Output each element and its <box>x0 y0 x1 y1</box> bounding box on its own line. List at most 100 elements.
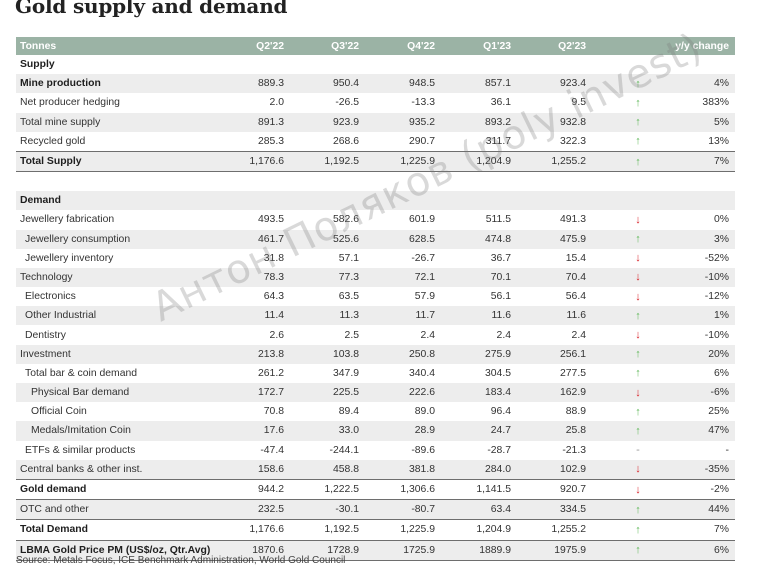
cell-value: 162.9 <box>559 387 586 399</box>
cell-value: 89.4 <box>338 406 359 418</box>
cell-change: -10% <box>704 271 729 283</box>
row-label: Technology <box>20 271 73 283</box>
row-label: OTC and other <box>20 504 89 516</box>
arrow-up-icon: ↑ <box>635 348 641 361</box>
cell-value: 582.6 <box>332 214 359 226</box>
section-demand: Demand <box>16 191 735 211</box>
cell-value: 275.9 <box>484 348 511 360</box>
cell-change: 1% <box>713 310 729 322</box>
cell-value: 290.7 <box>408 135 435 147</box>
cell-value: 2.5 <box>344 329 359 341</box>
cell-value: 2.4 <box>571 329 586 341</box>
cell-value: 1,306.6 <box>400 484 435 496</box>
cell-value: 183.4 <box>484 387 511 399</box>
cell-value: 172.7 <box>257 387 284 399</box>
cell-value: -26.5 <box>335 97 359 109</box>
cell-value: 56.1 <box>490 291 511 303</box>
table-header: Tonnes Q2'22 Q3'22 Q4'22 Q1'23 Q2'23 y/y… <box>16 37 735 55</box>
cell-value: 70.4 <box>565 271 586 283</box>
page-title: Gold supply and demand <box>15 0 288 18</box>
cell-value: 1,255.2 <box>551 524 586 536</box>
arrow-up-icon: ↑ <box>635 155 641 168</box>
cell-value: 1,192.5 <box>324 524 359 536</box>
cell-change: 20% <box>708 348 729 360</box>
cell-value: 944.2 <box>257 484 284 496</box>
table-row-medals-imitation-coin: Medals/Imitation Coin 17.6 33.0 28.9 24.… <box>16 421 735 441</box>
cell-value: 1,204.9 <box>476 156 511 168</box>
cell-value: 525.6 <box>332 233 359 245</box>
row-label: Total Supply <box>20 156 82 168</box>
arrow-down-icon: ↓ <box>635 271 641 284</box>
table-row-lbma-gold-price: LBMA Gold Price PM (US$/oz, Qtr.Avg) 187… <box>16 540 735 561</box>
arrow-down-icon: ↓ <box>635 213 641 226</box>
table-row-gold-demand: Gold demand 944.2 1,222.5 1,306.6 1,141.… <box>16 478 735 499</box>
table-row-recycled-gold: Recycled gold 285.3 268.6 290.7 311.7 32… <box>16 132 735 151</box>
table-row-total-bar-coin: Total bar & coin demand 261.2 347.9 340.… <box>16 364 735 383</box>
cell-value: 11.6 <box>566 310 586 322</box>
cell-value: 2.0 <box>269 97 284 109</box>
cell-value: 63.5 <box>338 291 359 303</box>
cell-value: 347.9 <box>332 367 359 379</box>
cell-value: 256.1 <box>559 348 586 360</box>
cell-value: 213.8 <box>257 348 284 360</box>
cell-value: 493.5 <box>257 214 284 226</box>
cell-value: -21.3 <box>562 444 586 456</box>
cell-value: 2.6 <box>269 329 284 341</box>
cell-value: 932.8 <box>559 116 586 128</box>
arrow-up-icon: ↑ <box>635 424 641 437</box>
cell-value: 1,192.5 <box>324 156 359 168</box>
cell-change: 5% <box>713 116 729 128</box>
header-col-q2-23: Q2'23 <box>558 40 586 52</box>
cell-value: 222.6 <box>408 387 435 399</box>
cell-change: -35% <box>704 463 729 475</box>
section-label: Supply <box>20 59 55 71</box>
cell-value: 284.0 <box>484 463 511 475</box>
row-label: Official Coin <box>31 406 87 418</box>
row-label: ETFs & similar products <box>25 444 136 456</box>
table-row-other-industrial: Other Industrial 11.4 11.3 11.7 11.6 11.… <box>16 306 735 326</box>
cell-value: 891.3 <box>257 116 284 128</box>
cell-value: 57.1 <box>338 252 359 264</box>
cell-value: 311.7 <box>485 135 511 147</box>
row-label: Recycled gold <box>20 135 86 147</box>
cell-change: 6% <box>713 367 729 379</box>
table-row-investment: Investment 213.8 103.8 250.8 275.9 256.1… <box>16 344 735 364</box>
table-row-central-banks: Central banks & other inst. 158.6 458.8 … <box>16 459 735 479</box>
table-row-net-producer-hedging: Net producer hedging 2.0 -26.5 -13.3 36.… <box>16 93 735 112</box>
cell-value: 225.5 <box>332 387 359 399</box>
header-unit-label: Tonnes <box>20 40 57 52</box>
cell-value: 102.9 <box>559 463 586 475</box>
cell-change: -12% <box>704 291 729 303</box>
row-label: Other Industrial <box>25 310 97 322</box>
cell-value: 923.4 <box>559 78 586 90</box>
row-label: Mine production <box>20 78 101 90</box>
cell-change: 0% <box>713 214 729 226</box>
header-col-q4-22: Q4'22 <box>407 40 435 52</box>
cell-value: 950.4 <box>332 78 359 90</box>
cell-value: 70.8 <box>263 406 284 418</box>
cell-change: 25% <box>708 406 729 418</box>
source-note: Source: Metals Focus, ICE Benchmark Admi… <box>16 555 346 566</box>
cell-change: 13% <box>708 135 729 147</box>
header-col-q3-22: Q3'22 <box>331 40 359 52</box>
table-row-official-coin: Official Coin 70.8 89.4 89.0 96.4 88.9 ↑… <box>16 402 735 421</box>
table-row-jewellery-consumption: Jewellery consumption 461.7 525.6 628.5 … <box>16 229 735 249</box>
cell-value: 261.2 <box>257 367 284 379</box>
arrow-up-icon: ↑ <box>635 523 641 536</box>
cell-value: 1,222.5 <box>324 484 359 496</box>
row-label: Central banks & other inst. <box>20 463 143 475</box>
cell-change: -6% <box>710 387 729 399</box>
cell-change: 4% <box>713 78 729 90</box>
cell-value: 1889.9 <box>479 544 511 556</box>
row-label: Jewellery inventory <box>25 252 114 264</box>
arrow-down-icon: ↓ <box>635 463 641 476</box>
cell-value: 1728.9 <box>327 544 359 556</box>
cell-value: 935.2 <box>408 116 435 128</box>
cell-value: 63.4 <box>490 504 511 516</box>
arrow-up-icon: ↑ <box>635 367 641 380</box>
cell-change: - <box>725 444 729 456</box>
arrow-up-icon: ↑ <box>635 96 641 109</box>
cell-value: 1,225.9 <box>400 524 435 536</box>
arrow-up-icon: ↑ <box>635 405 641 418</box>
arrow-up-icon: ↑ <box>635 233 641 246</box>
